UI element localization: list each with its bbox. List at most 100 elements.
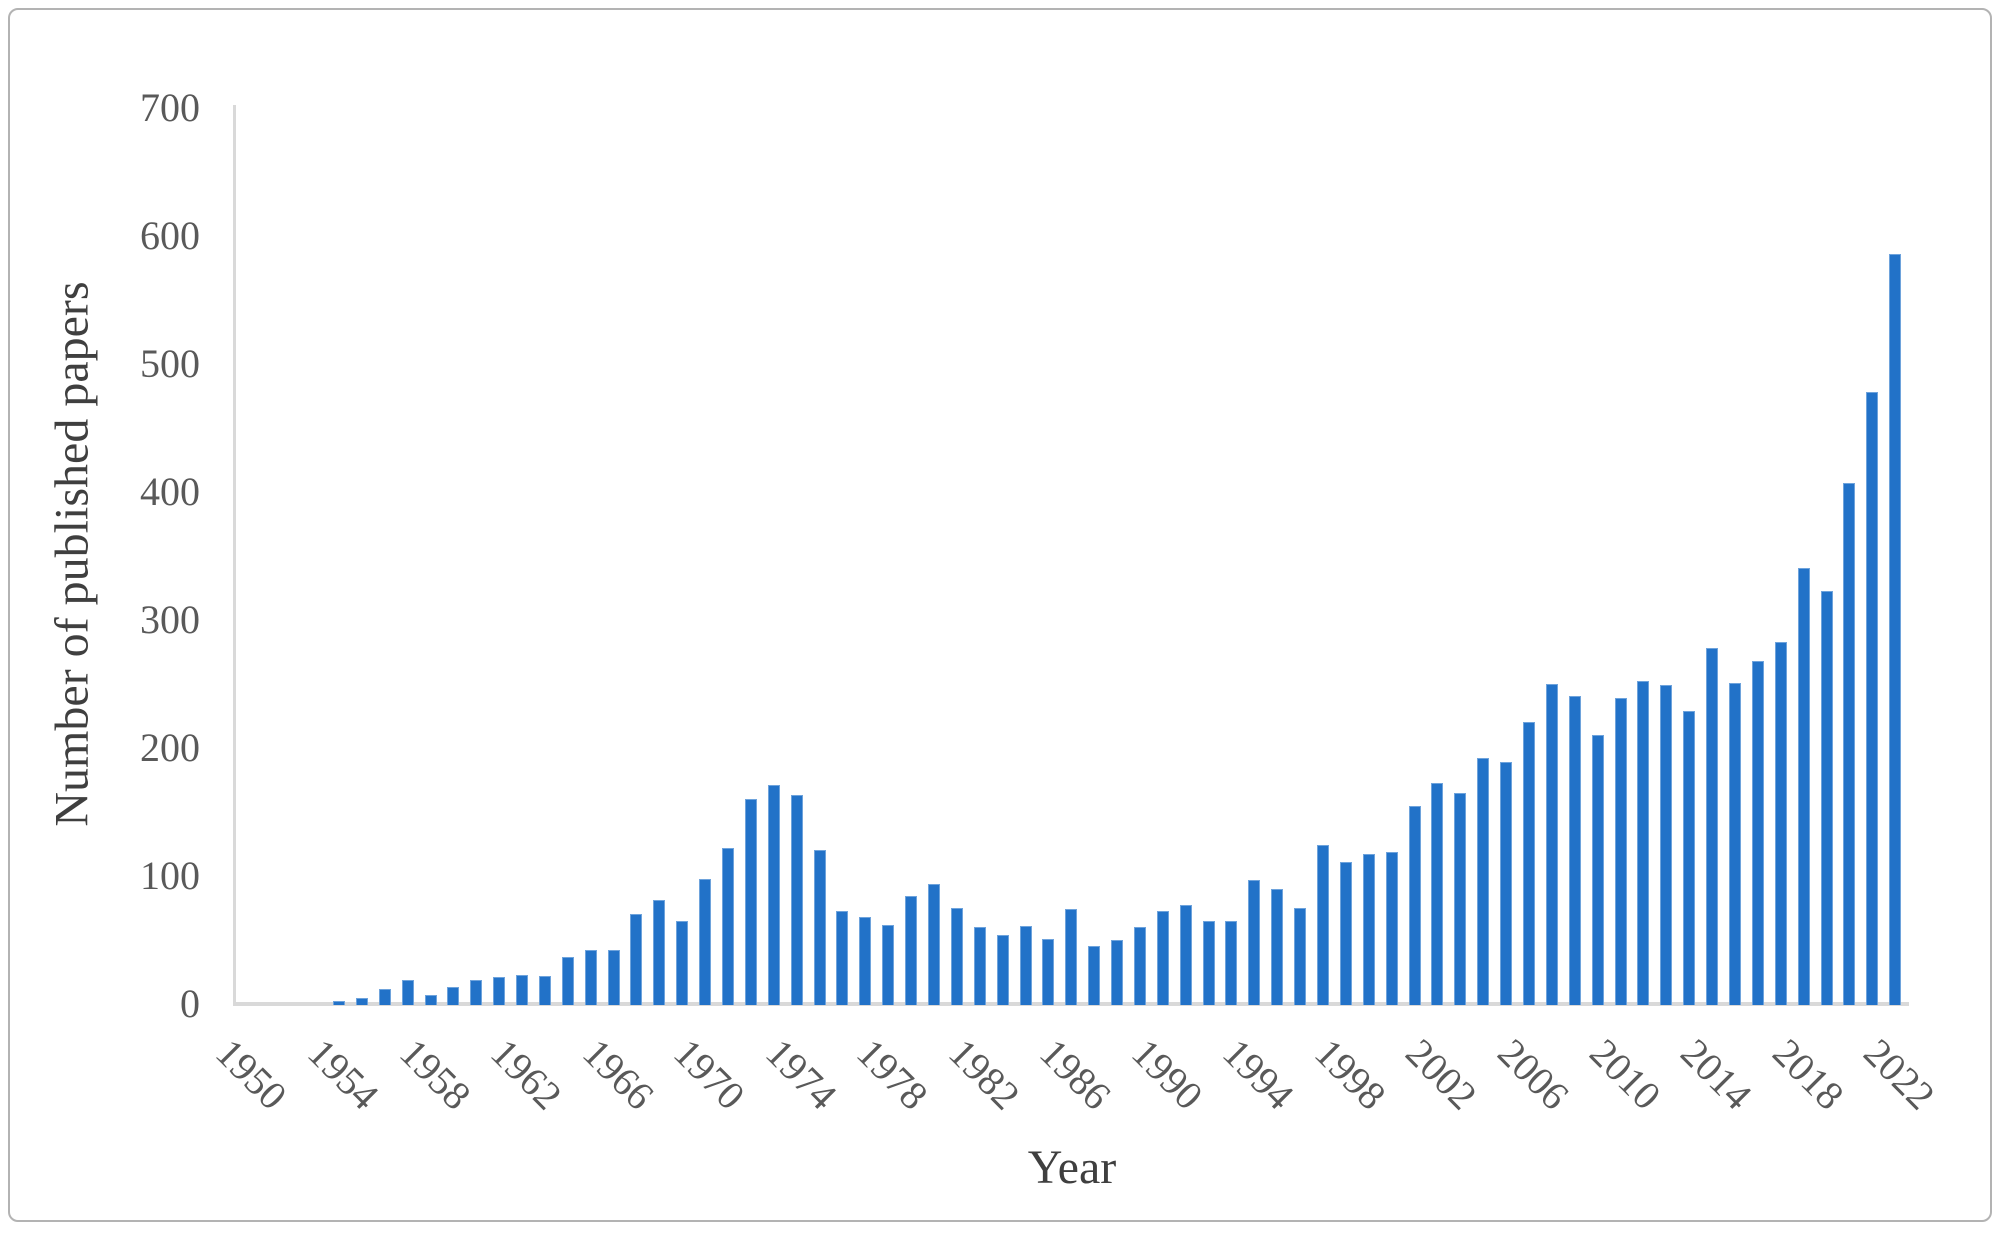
bar-2001 [1409,806,1421,1005]
bar-1981 [951,908,963,1005]
x-tick-label-2018: 2018 [1764,1029,1853,1119]
bar-2012 [1660,685,1672,1005]
x-tick-label-2010: 2010 [1581,1029,1670,1119]
y-tick-label-400: 400 [140,469,200,514]
bar-2008 [1569,696,1581,1005]
y-tick-label-0: 0 [180,981,200,1026]
bar-2013 [1683,711,1695,1005]
x-tick-label-2002: 2002 [1397,1029,1486,1119]
bar-2006 [1523,722,1535,1005]
bar-1956 [379,989,391,1005]
bar-1967 [630,914,642,1005]
x-axis-title: Year [1027,1141,1117,1194]
x-tick-label-2022: 2022 [1855,1029,1944,1119]
bar-1964 [562,957,574,1005]
x-tick-label-1954: 1954 [299,1029,388,1119]
bar-1990 [1157,911,1169,1005]
bar-1977 [859,917,871,1005]
x-tick-label-1974: 1974 [757,1029,846,1119]
bar-1973 [768,785,780,1005]
bar-2019 [1821,591,1833,1005]
bar-1971 [722,848,734,1005]
x-tick-label-1998: 1998 [1306,1029,1395,1119]
bar-1960 [470,980,482,1005]
bar-1976 [836,911,848,1005]
bar-1975 [814,850,826,1005]
bar-2017 [1775,642,1787,1005]
bar-2009 [1592,735,1604,1005]
bar-1958 [425,995,437,1005]
bar-1978 [882,925,894,1005]
bar-2014 [1706,648,1718,1005]
x-tick-label-1958: 1958 [391,1029,480,1119]
figure-frame [8,8,1992,1222]
bar-1987 [1088,946,1100,1005]
x-tick-label-1990: 1990 [1123,1029,1212,1119]
bar-1955 [356,998,368,1005]
y-tick-label-100: 100 [140,853,200,898]
bar-1983 [997,935,1009,1005]
bar-1989 [1134,927,1146,1005]
x-tick-label-1966: 1966 [574,1029,663,1119]
x-tick-label-2014: 2014 [1672,1029,1761,1119]
y-tick-label-500: 500 [140,341,200,386]
bar-1988 [1111,940,1123,1005]
bar-1980 [928,884,940,1005]
bar-1992 [1203,921,1215,1005]
bar-1968 [653,900,665,1005]
bar-1957 [402,980,414,1005]
bar-1972 [745,799,757,1005]
bar-1970 [699,879,711,1005]
x-tick-label-1970: 1970 [665,1029,754,1119]
y-tick-label-700: 700 [140,85,200,130]
bar-1994 [1248,880,1260,1005]
y-axis-title: Number of published papers [45,281,99,827]
bar-2018 [1798,568,1810,1005]
y-tick-label-600: 600 [140,213,200,258]
bar-2000 [1386,852,1398,1005]
bar-2010 [1615,698,1627,1005]
bar-1985 [1042,939,1054,1005]
bar-2002 [1431,783,1443,1005]
bar-1999 [1363,854,1375,1005]
bar-1998 [1340,862,1352,1005]
bar-1993 [1225,921,1237,1005]
bar-2004 [1477,758,1489,1005]
bar-1963 [539,976,551,1005]
x-tick-label-2006: 2006 [1489,1029,1578,1119]
bar-2015 [1729,683,1741,1005]
bar-1984 [1020,926,1032,1005]
x-tick-label-1962: 1962 [482,1029,571,1119]
bar-1979 [905,896,917,1005]
bar-1991 [1180,905,1192,1005]
bar-1966 [608,950,620,1005]
x-tick-label-1986: 1986 [1031,1029,1120,1119]
bar-2021 [1866,392,1878,1005]
bar-1974 [791,795,803,1005]
y-tick-label-300: 300 [140,597,200,642]
x-tick-label-1982: 1982 [940,1029,1029,1119]
bar-1995 [1271,889,1283,1005]
bar-2016 [1752,661,1764,1005]
bar-1997 [1317,845,1329,1005]
bar-1961 [493,977,505,1005]
x-tick-label-1994: 1994 [1214,1029,1303,1119]
x-tick-label-1950: 1950 [207,1029,296,1119]
y-axis-line [233,105,236,1006]
x-tick-label-1978: 1978 [848,1029,937,1119]
bar-1986 [1065,909,1077,1005]
bar-1982 [974,927,986,1005]
bar-1969 [676,921,688,1005]
bar-1962 [516,975,528,1005]
bar-2020 [1843,483,1855,1005]
bar-2003 [1454,793,1466,1005]
bar-1954 [333,1001,345,1005]
y-tick-label-200: 200 [140,725,200,770]
bar-2011 [1637,681,1649,1005]
bar-2005 [1500,762,1512,1005]
bar-1959 [447,987,459,1005]
bar-2007 [1546,684,1558,1005]
bar-2022 [1889,254,1901,1005]
bar-1965 [585,950,597,1005]
